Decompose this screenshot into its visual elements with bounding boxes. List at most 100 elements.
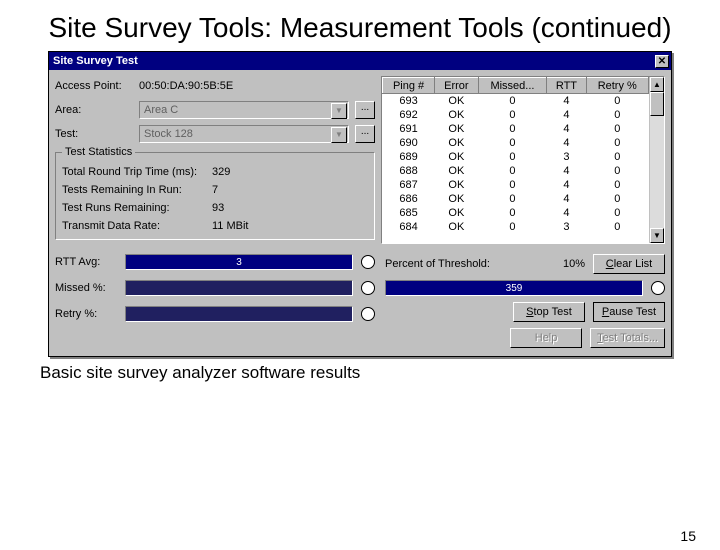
stat-key: Test Runs Remaining: <box>62 202 212 214</box>
test-label: Test: <box>55 128 133 140</box>
scroll-down-icon[interactable]: ▼ <box>650 228 664 243</box>
table-cell: 4 <box>547 94 586 108</box>
table-cell: OK <box>435 220 478 234</box>
stat-value: 93 <box>212 202 224 214</box>
site-survey-window: Site Survey Test ✕ Access Point: 00:50:D… <box>48 51 672 357</box>
threshold-label: Percent of Threshold: <box>385 258 555 270</box>
retry-bar <box>125 306 353 322</box>
retry-indicator-icon <box>361 307 375 321</box>
table-cell: 0 <box>478 206 547 220</box>
table-cell: 688 <box>383 164 435 178</box>
table-cell: 692 <box>383 108 435 122</box>
table-cell: 0 <box>478 178 547 192</box>
help-button[interactable]: Help <box>510 328 582 348</box>
test-totals-button[interactable]: Test Totals... <box>590 328 665 348</box>
table-row[interactable]: 693OK040 <box>383 94 649 108</box>
scrollbar[interactable]: ▲ ▼ <box>649 77 664 243</box>
stat-key: Total Round Trip Time (ms): <box>62 166 212 178</box>
scroll-up-icon[interactable]: ▲ <box>650 77 664 92</box>
threshold-indicator-icon <box>651 281 665 295</box>
retry-label: Retry %: <box>55 308 117 320</box>
pause-test-button[interactable]: Pause Test <box>593 302 665 322</box>
table-cell: 3 <box>547 150 586 164</box>
scroll-thumb[interactable] <box>650 92 664 116</box>
table-row[interactable]: 684OK030 <box>383 220 649 234</box>
table-cell: 0 <box>478 136 547 150</box>
missed-label: Missed %: <box>55 282 117 294</box>
rtt-avg-label: RTT Avg: <box>55 256 117 268</box>
table-cell: 4 <box>547 178 586 192</box>
table-cell: 0 <box>478 150 547 164</box>
chevron-down-icon[interactable]: ▼ <box>331 103 347 119</box>
table-row[interactable]: 687OK040 <box>383 178 649 192</box>
table-cell: 693 <box>383 94 435 108</box>
table-cell: 4 <box>547 164 586 178</box>
threshold-progress: 359 <box>385 280 643 296</box>
table-row[interactable]: 690OK040 <box>383 136 649 150</box>
table-cell: 0 <box>478 192 547 206</box>
clear-list-button[interactable]: Clear List <box>593 254 665 274</box>
table-row[interactable]: 688OK040 <box>383 164 649 178</box>
table-cell: OK <box>435 178 478 192</box>
page-number: 15 <box>680 528 696 544</box>
table-cell: 689 <box>383 150 435 164</box>
missed-bar <box>125 280 353 296</box>
area-browse-button[interactable]: ... <box>355 101 375 119</box>
column-header[interactable]: Missed... <box>478 78 547 94</box>
stop-test-button[interactable]: Stop Test <box>513 302 585 322</box>
test-value: Stock 128 <box>144 128 193 140</box>
area-dropdown[interactable]: Area C ▼ <box>139 101 349 119</box>
ap-value: 00:50:DA:90:5B:5E <box>139 80 233 92</box>
threshold-value: 10% <box>563 258 585 270</box>
table-row[interactable]: 685OK040 <box>383 206 649 220</box>
table-cell: OK <box>435 206 478 220</box>
titlebar[interactable]: Site Survey Test ✕ <box>49 52 671 70</box>
table-cell: 0 <box>586 108 648 122</box>
table-cell: OK <box>435 150 478 164</box>
table-row[interactable]: 691OK040 <box>383 122 649 136</box>
close-icon[interactable]: ✕ <box>655 55 669 68</box>
test-dropdown[interactable]: Stock 128 ▼ <box>139 125 349 143</box>
group-legend: Test Statistics <box>62 146 135 158</box>
results-table: Ping #ErrorMissed...RTTRetry % 693OK0406… <box>381 76 665 244</box>
table-cell: OK <box>435 122 478 136</box>
table-row[interactable]: 686OK040 <box>383 192 649 206</box>
area-value: Area C <box>144 104 178 116</box>
table-cell: 4 <box>547 192 586 206</box>
table-cell: 0 <box>586 150 648 164</box>
table-cell: 0 <box>478 94 547 108</box>
test-statistics-group: Test Statistics Total Round Trip Time (m… <box>55 152 375 240</box>
stat-row: Tests Remaining In Run:7 <box>62 181 368 199</box>
stat-key: Transmit Data Rate: <box>62 220 212 232</box>
table-cell: 0 <box>478 122 547 136</box>
missed-indicator-icon <box>361 281 375 295</box>
column-header[interactable]: Error <box>435 78 478 94</box>
rtt-indicator-icon <box>361 255 375 269</box>
table-cell: 0 <box>478 220 547 234</box>
column-header[interactable]: Ping # <box>383 78 435 94</box>
table-cell: 0 <box>586 192 648 206</box>
table-cell: 0 <box>586 122 648 136</box>
test-browse-button[interactable]: ... <box>355 125 375 143</box>
table-cell: 684 <box>383 220 435 234</box>
slide-caption: Basic site survey analyzer software resu… <box>40 363 720 383</box>
table-cell: 0 <box>478 108 547 122</box>
column-header[interactable]: RTT <box>547 78 586 94</box>
stat-value: 7 <box>212 184 218 196</box>
ap-label: Access Point: <box>55 80 133 92</box>
column-header[interactable]: Retry % <box>586 78 648 94</box>
chevron-down-icon[interactable]: ▼ <box>331 127 347 143</box>
table-cell: 687 <box>383 178 435 192</box>
table-cell: 4 <box>547 108 586 122</box>
table-row[interactable]: 692OK040 <box>383 108 649 122</box>
stat-value: 329 <box>212 166 230 178</box>
table-cell: OK <box>435 136 478 150</box>
table-cell: 0 <box>478 164 547 178</box>
window-title: Site Survey Test <box>53 55 655 67</box>
table-cell: OK <box>435 108 478 122</box>
table-cell: 0 <box>586 178 648 192</box>
table-cell: 685 <box>383 206 435 220</box>
stat-row: Total Round Trip Time (ms):329 <box>62 163 368 181</box>
table-cell: 691 <box>383 122 435 136</box>
table-row[interactable]: 689OK030 <box>383 150 649 164</box>
